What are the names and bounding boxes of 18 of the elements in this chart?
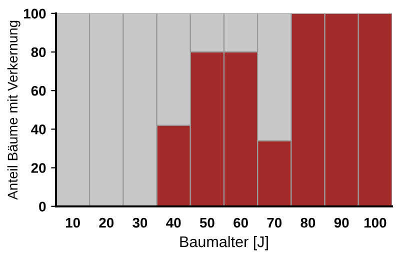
y-tick-label: 60 [31,86,46,96]
y-tick-label: 40 [31,124,46,134]
y-tick-label: 100 [24,8,46,19]
y-tick-label: 20 [31,163,46,173]
x-tick-label: 90 [334,218,349,228]
y-tick-label: 0 [39,202,46,212]
x-tick-label: 30 [132,218,148,228]
x-tick-label: 10 [66,218,80,228]
x-tick-label: 50 [200,218,214,228]
x-tick-label: 60 [234,218,248,228]
x-tick-label: 20 [99,218,114,228]
x-axis-title: Baumalter [J] [180,236,268,250]
y-axis-title: Anteil Bäume mit Verkernung [7,20,20,200]
x-tick-label: 40 [166,218,181,228]
x-tick-label: 80 [300,218,316,228]
y-tick-label: 80 [31,47,46,58]
x-tick-label: 100 [364,218,386,228]
x-tick-label: 70 [267,218,282,228]
